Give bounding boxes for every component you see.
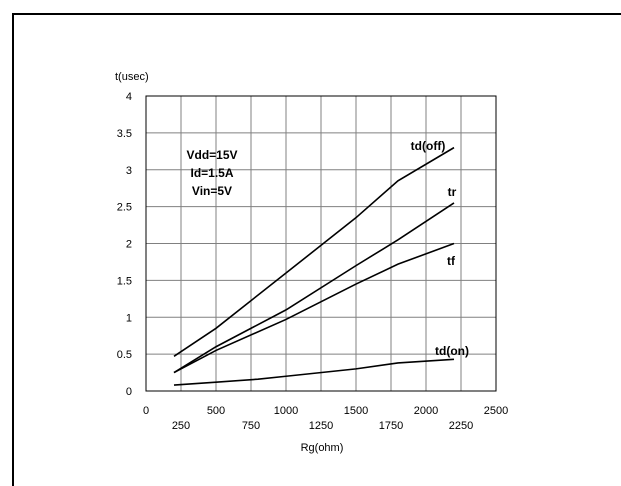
series-line-tr (173, 202, 455, 374)
x-tick-label-lower: 750 (242, 420, 260, 432)
x-tick-label-upper: 2500 (484, 405, 508, 417)
series-lines (173, 146, 455, 386)
y-tick-label: 2.5 (117, 202, 132, 214)
y-tick-label: 3.5 (117, 128, 132, 140)
series-line-tdoff (173, 146, 455, 358)
annotation-line: Vdd=15V (186, 148, 237, 162)
series-label-tf: tf (447, 254, 456, 268)
series-line-tdon (173, 358, 455, 386)
series-labels: td(off) tr tf td(on) (411, 139, 469, 358)
x-tick-label-lower: 2250 (449, 420, 473, 432)
y-tick-label: 1 (126, 312, 132, 324)
series-line-tf (173, 242, 455, 374)
conditions-annotation: Vdd=15V Id=1.5A Vin=5V (186, 148, 237, 198)
y-axis-label: t(usec) (115, 71, 149, 83)
y-tick-label: 3 (126, 165, 132, 177)
x-tick-label-upper: 500 (207, 405, 225, 417)
series-label-tdoff: td(off) (411, 139, 446, 153)
y-tick-label: 2 (126, 239, 132, 251)
x-tick-label-lower: 1750 (379, 420, 403, 432)
series-label-tr: tr (448, 185, 457, 199)
x-tick-labels: 0 500 1000 1500 2000 2500 250 750 1250 1750 2250 (143, 405, 508, 432)
y-tick-labels: 0 0.5 1 1.5 2 2.5 3 3.5 4 (117, 91, 132, 398)
annotation-line: Id=1.5A (190, 166, 233, 180)
x-tick-label-upper: 1000 (274, 405, 298, 417)
x-tick-label-lower: 1250 (309, 420, 333, 432)
plot-border (145, 95, 497, 392)
annotation-line: Vin=5V (192, 184, 232, 198)
series-label-tdon: td(on) (435, 344, 469, 358)
x-tick-label-lower: 250 (172, 420, 190, 432)
frame-left-border (12, 13, 14, 486)
y-tick-label: 0.5 (117, 349, 132, 361)
x-axis-label: Rg(ohm) (301, 442, 344, 454)
y-tick-label: 0 (126, 386, 132, 398)
frame-top-border (12, 13, 621, 15)
x-tick-label-upper: 0 (143, 405, 149, 417)
y-tick-label: 1.5 (117, 275, 132, 287)
y-tick-label: 4 (126, 91, 132, 103)
plot-area (145, 95, 497, 392)
x-tick-label-upper: 1500 (344, 405, 368, 417)
x-tick-label-upper: 2000 (414, 405, 438, 417)
